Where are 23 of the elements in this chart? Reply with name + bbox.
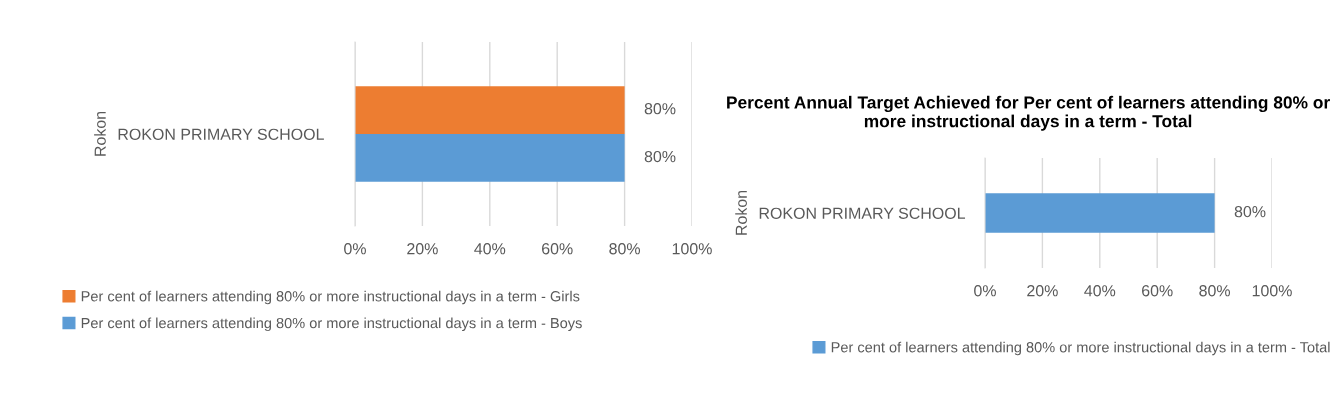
- x-tick-label: 0%: [974, 285, 996, 297]
- legend-label: Per cent of learners attending 80% or more instructional days in a term - Boys: [81, 317, 582, 332]
- legend-label: Per cent of learners attending 80% or more instructional days in a term - Total: [831, 341, 1330, 356]
- y-axis-title: Rokon: [735, 190, 747, 235]
- chart-title: Percent Annual Target Achieved for Per cent of learners attending 80% or more instructional days in a term - Total: [727, 95, 1330, 131]
- data-label: 80%: [644, 103, 676, 115]
- x-tick-label: 40%: [1084, 285, 1116, 297]
- x-tick-label: 0%: [344, 243, 366, 255]
- x-tick-label: 100%: [672, 243, 712, 255]
- data-label: 80%: [1234, 205, 1266, 218]
- legend-label: Per cent of learners attending 80% or more instructional days in a term - Girls: [81, 290, 580, 305]
- x-tick-label: 80%: [609, 243, 641, 255]
- x-tick-label: 100%: [1252, 285, 1292, 297]
- y-tick-label: ROKON PRIMARY SCHOOL: [759, 207, 966, 219]
- x-tick-label: 20%: [407, 243, 438, 255]
- x-tick-label: 40%: [474, 243, 506, 255]
- data-label: 80%: [644, 150, 676, 163]
- y-axis-title: Rokon: [94, 111, 106, 156]
- y-tick-label: ROKON PRIMARY SCHOOL: [118, 128, 324, 140]
- x-tick-label: 20%: [1027, 285, 1058, 297]
- x-tick-label: 60%: [1142, 285, 1173, 297]
- x-tick-label: 60%: [542, 243, 573, 255]
- x-tick-label: 80%: [1199, 285, 1231, 297]
